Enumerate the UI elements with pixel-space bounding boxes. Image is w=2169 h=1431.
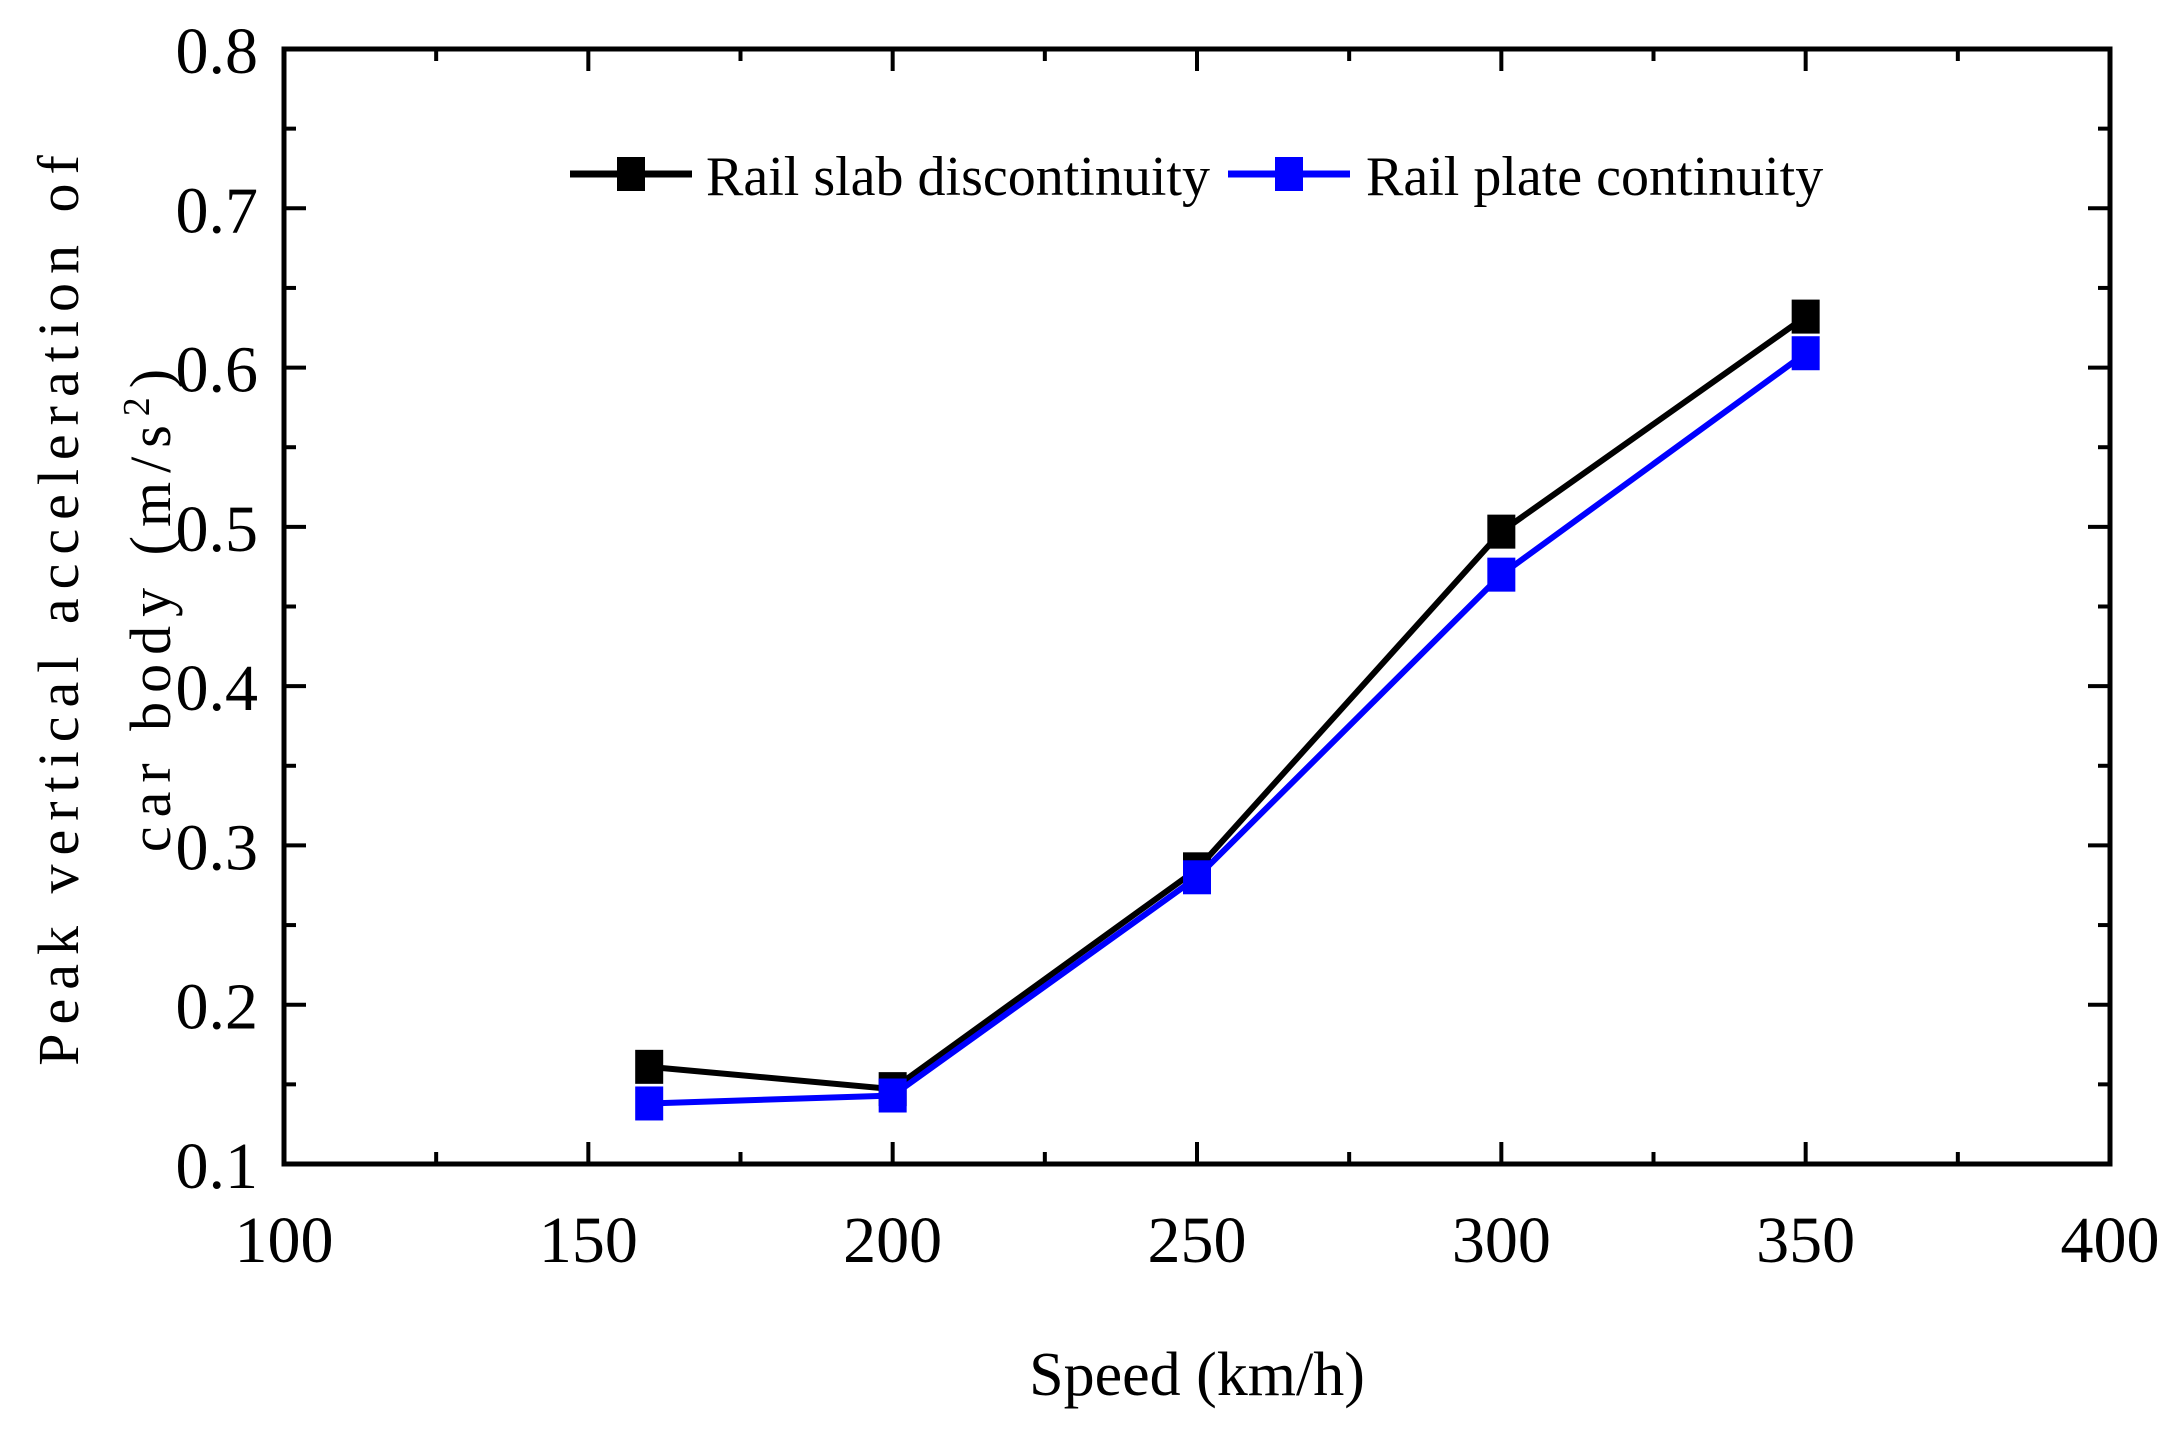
y-tick-label: 0.1 (176, 1130, 259, 1203)
series-1-point (635, 1049, 664, 1084)
x-axis-title: Speed (km/h) (1029, 1341, 1365, 1409)
legend-label-series-2: Rail plate continuity (1366, 146, 1823, 208)
data-series (635, 299, 1820, 1121)
series-2-point (635, 1086, 664, 1121)
series-line-2 (649, 350, 1808, 1107)
series-line-1 (648, 314, 1808, 1093)
x-tick-label: 200 (843, 1204, 942, 1277)
series-2-point (1791, 336, 1820, 371)
legend: Rail slab discontinuity Rail plate conti… (570, 146, 1823, 208)
y-axis-title-superscript: 2 (116, 388, 158, 416)
y-axis-title-text: car body (m/s (118, 416, 183, 852)
y-tick-label: 0.4 (176, 652, 259, 725)
y-tick-label: 0.5 (176, 493, 259, 566)
y-tick-labels: 0.1 0.2 0.3 0.4 0.5 0.6 0.7 0.8 (176, 15, 259, 1203)
series-1-point (1791, 299, 1820, 334)
y-axis-title-line-1: Peak vertical acceleration of (26, 146, 91, 1066)
x-tick-label: 250 (1148, 1204, 1247, 1277)
legend-label-series-1: Rail slab discontinuity (706, 146, 1210, 208)
series-2-point (878, 1078, 907, 1113)
series-1-point (1487, 514, 1516, 549)
x-tick-label: 350 (1756, 1204, 1855, 1277)
y-tick-label: 0.6 (176, 334, 259, 407)
x-tick-labels: 100 150 200 250 300 350 400 (235, 1204, 2160, 1277)
y-tick-label: 0.3 (176, 811, 259, 884)
series-2-point (1487, 557, 1516, 592)
y-axis-title-line-2: car body (m/s2) (116, 360, 183, 852)
x-tick-label: 150 (539, 1204, 638, 1277)
x-tick-label: 100 (235, 1204, 334, 1277)
y-tick-label: 0.7 (176, 174, 259, 247)
plot-frame (281, 46, 2113, 1167)
y-axis-title: Peak vertical acceleration of car body (… (26, 146, 183, 1066)
series-2-point (1183, 860, 1211, 895)
x-tick-label: 300 (1452, 1204, 1551, 1277)
axis-ticks (282, 47, 2112, 1166)
legend-marker-series-2 (1275, 157, 1303, 191)
x-tick-label: 400 (2061, 1204, 2160, 1277)
y-tick-label: 0.2 (176, 971, 259, 1044)
legend-marker-series-1 (617, 157, 645, 191)
y-axis-title-close: ) (118, 360, 183, 388)
y-tick-label: 0.8 (176, 15, 259, 88)
